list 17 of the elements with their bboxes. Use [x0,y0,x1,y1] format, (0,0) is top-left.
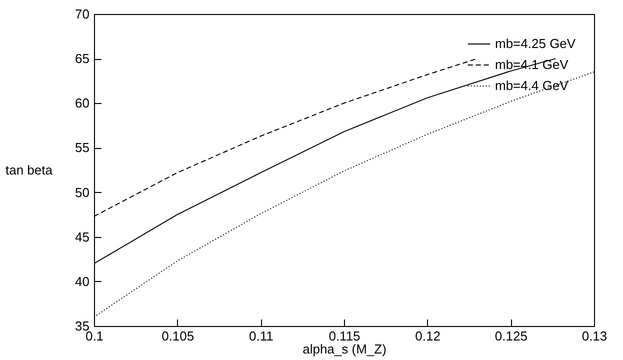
x-axis-title: alpha_s (M_Z) [302,342,386,356]
legend-label: mb=4.25 GeV [495,36,576,51]
x-tick-label: 0.105 [162,328,194,344]
x-tick-label: 0.12 [415,328,440,344]
x-tick-label: 0.11 [248,328,274,344]
x-tick-label: 0.125 [494,328,528,344]
y-tick-label: 65 [75,51,90,66]
y-tick-label: 60 [75,96,90,111]
y-axis-title: tan beta [6,162,54,178]
y-tick-label: 45 [75,229,90,244]
y-tick-label: 55 [75,140,90,156]
x-tick-label: 0.115 [328,328,360,344]
y-tick-label: 70 [75,6,90,22]
x-tick-label: 0.13 [582,328,608,344]
y-tick-label: 50 [75,184,90,200]
y-tick-label: 40 [75,274,90,289]
legend-label: mb=4.1 GeV [495,57,569,72]
